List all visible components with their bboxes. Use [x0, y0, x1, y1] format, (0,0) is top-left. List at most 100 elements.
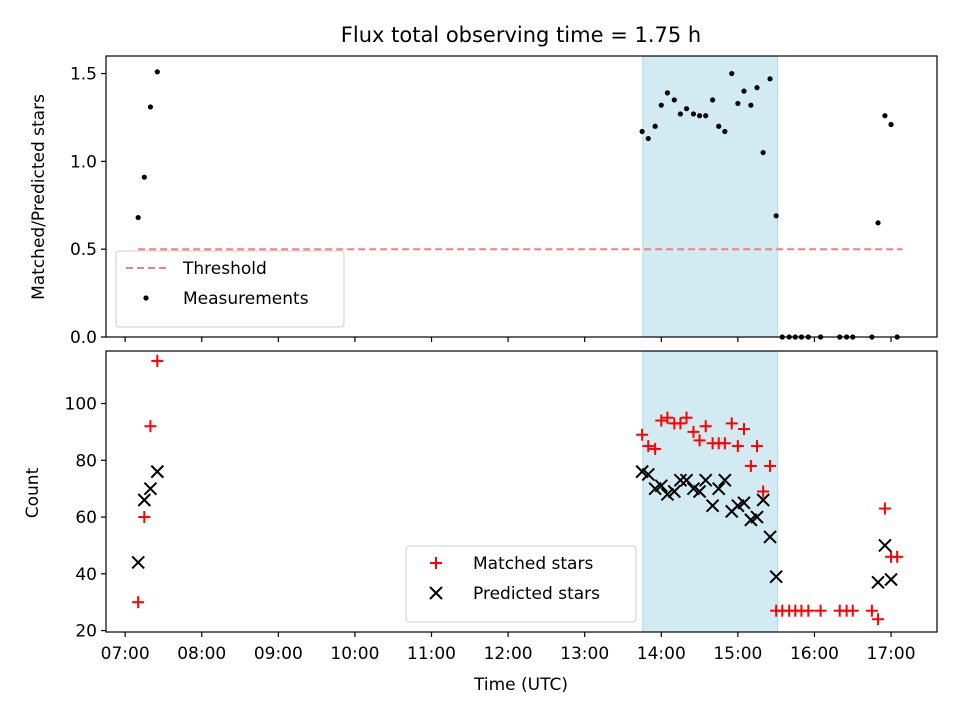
y-tick-label: 60 [75, 508, 97, 528]
y-tick-label: 1.0 [70, 152, 97, 172]
x-b [686, 481, 701, 496]
data-point [888, 121, 894, 128]
data-point [773, 213, 779, 219]
x-tick-label: 09:00 [254, 644, 303, 664]
data-point [891, 550, 904, 563]
data-point [135, 214, 141, 221]
data-point [878, 502, 891, 515]
x-b [871, 575, 885, 590]
legend-label: Threshold [182, 259, 267, 279]
legend-box [115, 250, 345, 328]
x-b [137, 493, 152, 507]
data-point [748, 102, 754, 108]
data-point [737, 496, 751, 510]
y-tick-label: 80 [75, 451, 97, 471]
data-point [132, 596, 145, 609]
axes-frame [105, 350, 938, 633]
x-tick-label: 14:00 [637, 644, 686, 664]
data-point [636, 428, 649, 441]
x-b [429, 586, 443, 600]
data-point [767, 76, 773, 82]
data-point [731, 440, 744, 453]
x-b [673, 473, 688, 487]
x-b [750, 510, 764, 524]
x-tick-label: 13:00 [560, 644, 609, 664]
data-point [641, 467, 655, 482]
x-tick-label: 07:00 [101, 644, 150, 664]
legend-label: Predicted stars [473, 584, 600, 604]
data-point [757, 485, 770, 498]
data-point [729, 70, 735, 77]
x-tick-label: 12:00 [484, 644, 533, 664]
data-point [143, 481, 158, 496]
y-tick-label: 1.5 [70, 65, 97, 85]
data-point [664, 90, 671, 96]
data-point [716, 123, 722, 129]
y-tick-label: 40 [75, 565, 97, 585]
data-point [705, 498, 720, 513]
legend-marker [430, 557, 442, 569]
data-point [154, 69, 160, 75]
data-point [692, 484, 707, 499]
y-tick-label: 0.0 [70, 328, 97, 348]
data-point [649, 442, 662, 455]
data-point [138, 511, 151, 524]
data-point [696, 113, 703, 119]
data-point [882, 113, 888, 119]
x-tick-label: 08:00 [177, 644, 226, 664]
x-b [756, 493, 770, 507]
x-b [667, 484, 682, 499]
bottom-panel: 20 40 60 80 100 07:00 08:00 09:00 10:00 11:00 12:0… [65, 350, 938, 664]
data-point [655, 414, 668, 427]
x-b [635, 464, 649, 479]
top-panel: 0.0 0.5 1.0 1.5 Threshold Measurements [70, 55, 938, 348]
data-point [137, 493, 152, 507]
data-point [865, 604, 878, 617]
data-point [673, 473, 688, 487]
axes-frame [105, 55, 938, 338]
data-point [769, 569, 783, 584]
y-tick-label: 20 [75, 622, 97, 642]
data-point [690, 111, 697, 117]
observing-span [642, 55, 779, 338]
x-b [712, 481, 726, 496]
x-b [884, 572, 898, 587]
x-b [660, 487, 675, 502]
legend-label: Matched stars [473, 554, 593, 574]
data-point [150, 464, 165, 479]
x-b [769, 569, 783, 584]
y-axis-label-bottom: Count [23, 467, 43, 518]
data-point [744, 459, 757, 472]
data-point [875, 220, 881, 226]
data-point [703, 113, 709, 119]
data-point [671, 97, 677, 103]
data-point [144, 420, 157, 433]
data-point [718, 437, 731, 450]
x-tick-label: 15:00 [713, 644, 762, 664]
data-point [131, 555, 145, 570]
data-point [763, 530, 777, 544]
x-tick-label: 11:00 [407, 644, 456, 664]
data-point [735, 100, 741, 107]
data-point [660, 487, 675, 502]
legend: Threshold Measurements [115, 250, 345, 328]
data-point [699, 420, 712, 433]
legend-marker [143, 295, 149, 301]
x-b [763, 530, 777, 544]
x-b [150, 464, 165, 479]
x-b [131, 555, 145, 570]
x-tick-label: 17:00 [867, 644, 916, 664]
data-point [693, 434, 706, 447]
x-b [654, 479, 668, 493]
data-point [151, 354, 164, 367]
y-axis-label-top: Matched/Predicted stars [29, 94, 49, 300]
data-point [683, 106, 690, 112]
data-point [679, 473, 694, 487]
data-point [871, 575, 885, 590]
data-point [737, 423, 750, 436]
series-predicted-stars [131, 464, 898, 590]
data-point [652, 123, 658, 129]
legend-label: Measurements [183, 289, 309, 309]
data-point [698, 473, 713, 487]
